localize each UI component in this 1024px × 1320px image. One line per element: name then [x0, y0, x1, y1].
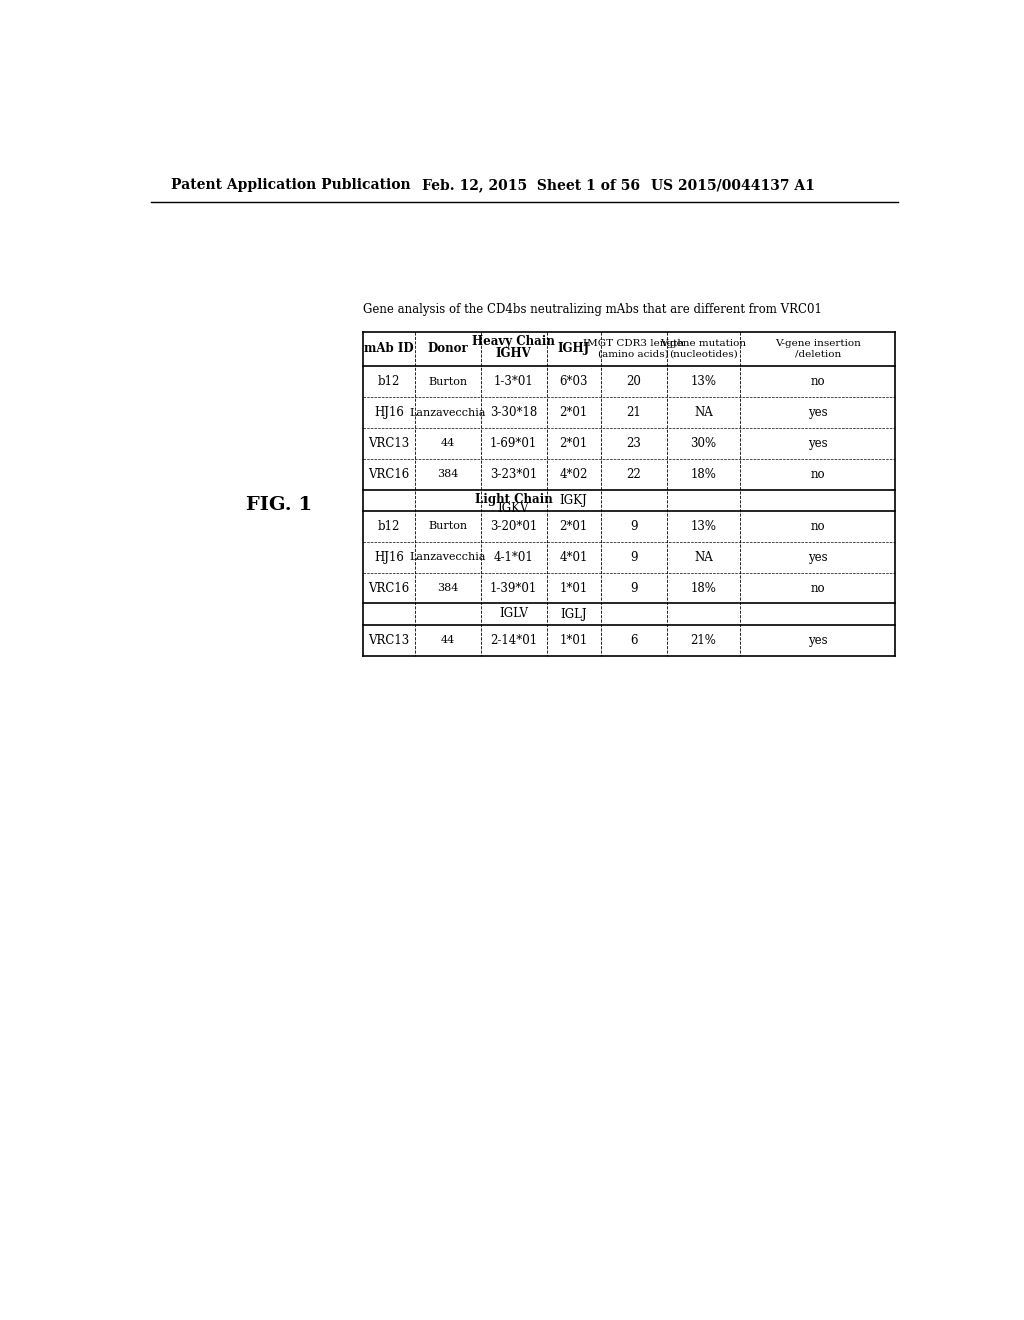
Text: 22: 22: [627, 467, 641, 480]
Text: yes: yes: [808, 550, 827, 564]
Text: 1*01: 1*01: [559, 582, 588, 594]
Text: Patent Application Publication: Patent Application Publication: [171, 178, 411, 193]
Text: 44: 44: [440, 438, 455, 449]
Text: 4*01: 4*01: [559, 550, 588, 564]
Text: VRC13: VRC13: [369, 634, 410, 647]
Text: no: no: [810, 467, 825, 480]
Text: 13%: 13%: [690, 375, 717, 388]
Text: yes: yes: [808, 407, 827, 418]
Text: 1-3*01: 1-3*01: [494, 375, 534, 388]
Text: IGKV: IGKV: [498, 502, 529, 515]
Text: 30%: 30%: [690, 437, 717, 450]
Text: HJ16: HJ16: [374, 550, 403, 564]
Text: HJ16: HJ16: [374, 407, 403, 418]
Text: Burton: Burton: [428, 376, 467, 387]
Text: V-gene mutation
(nucleotides): V-gene mutation (nucleotides): [660, 339, 746, 359]
Text: VRC16: VRC16: [369, 467, 410, 480]
Text: b12: b12: [378, 375, 400, 388]
Text: 2*01: 2*01: [559, 520, 588, 533]
Text: VRC16: VRC16: [369, 582, 410, 594]
Text: 6: 6: [630, 634, 637, 647]
Text: IGLJ: IGLJ: [560, 607, 587, 620]
Text: 1-69*01: 1-69*01: [489, 437, 538, 450]
Text: 13%: 13%: [690, 520, 717, 533]
Text: IGHJ: IGHJ: [557, 342, 590, 355]
Text: no: no: [810, 520, 825, 533]
Text: yes: yes: [808, 437, 827, 450]
Text: 3-23*01: 3-23*01: [489, 467, 538, 480]
Text: VRC13: VRC13: [369, 437, 410, 450]
Text: 384: 384: [437, 469, 459, 479]
Text: IGHV: IGHV: [496, 347, 531, 360]
Text: Heavy Chain: Heavy Chain: [472, 335, 555, 348]
Text: 44: 44: [440, 635, 455, 645]
Text: FIG. 1: FIG. 1: [246, 496, 312, 513]
Text: 9: 9: [630, 550, 637, 564]
Text: Gene analysis of the CD4bs neutralizing mAbs that are different from VRC01: Gene analysis of the CD4bs neutralizing …: [362, 304, 821, 317]
Text: mAb ID: mAb ID: [364, 342, 414, 355]
Text: 23: 23: [627, 437, 641, 450]
Text: US 2015/0044137 A1: US 2015/0044137 A1: [651, 178, 815, 193]
Text: Donor: Donor: [427, 342, 468, 355]
Text: 2*01: 2*01: [559, 407, 588, 418]
Text: 18%: 18%: [690, 582, 717, 594]
Text: 18%: 18%: [690, 467, 717, 480]
Text: IMGT CDR3 length
(amino acids): IMGT CDR3 length (amino acids): [583, 339, 684, 359]
Text: 4-1*01: 4-1*01: [494, 550, 534, 564]
Text: 9: 9: [630, 582, 637, 594]
Text: Lanzavecchia: Lanzavecchia: [410, 552, 486, 562]
Text: 2*01: 2*01: [559, 437, 588, 450]
Text: Light Chain: Light Chain: [475, 492, 552, 506]
Text: NA: NA: [694, 550, 713, 564]
Text: 4*02: 4*02: [559, 467, 588, 480]
Text: 1*01: 1*01: [559, 634, 588, 647]
Text: no: no: [810, 375, 825, 388]
Text: 20: 20: [627, 375, 641, 388]
Text: Burton: Burton: [428, 521, 467, 532]
Text: 21%: 21%: [690, 634, 717, 647]
Text: Lanzavecchia: Lanzavecchia: [410, 408, 486, 417]
Text: 384: 384: [437, 583, 459, 593]
Text: 1-39*01: 1-39*01: [489, 582, 538, 594]
Text: V-gene insertion
/deletion: V-gene insertion /deletion: [775, 339, 861, 359]
Text: b12: b12: [378, 520, 400, 533]
Text: 3-30*18: 3-30*18: [489, 407, 538, 418]
Text: no: no: [810, 582, 825, 594]
Text: 9: 9: [630, 520, 637, 533]
Text: IGKJ: IGKJ: [560, 494, 588, 507]
Text: yes: yes: [808, 634, 827, 647]
Text: Feb. 12, 2015  Sheet 1 of 56: Feb. 12, 2015 Sheet 1 of 56: [423, 178, 640, 193]
Text: 2-14*01: 2-14*01: [490, 634, 538, 647]
Text: IGLV: IGLV: [499, 607, 528, 619]
Text: 3-20*01: 3-20*01: [489, 520, 538, 533]
Text: NA: NA: [694, 407, 713, 418]
Text: 6*03: 6*03: [559, 375, 588, 388]
Text: 21: 21: [627, 407, 641, 418]
